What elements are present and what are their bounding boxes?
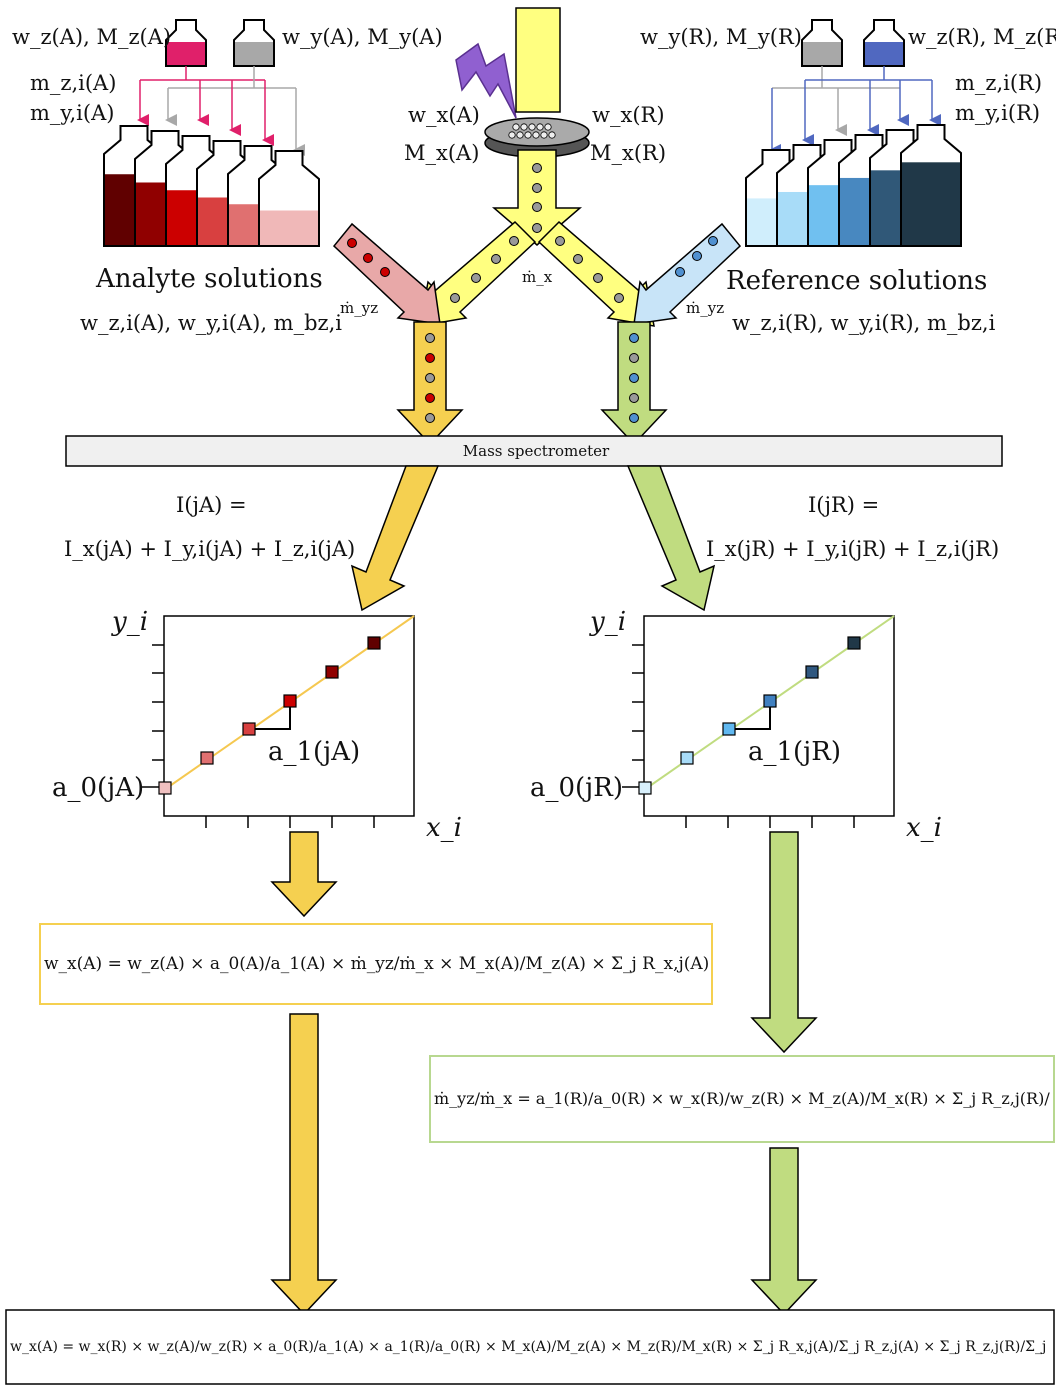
plot-R-y-label: y_i	[589, 607, 626, 637]
reference-solution-bottles	[745, 124, 962, 247]
reference-stock-bottle-z	[863, 19, 905, 67]
intensity-R-line1: I(jR) =	[808, 493, 879, 517]
mdot-yz-right-label: ṁ_yz	[686, 299, 724, 317]
analyte-solution-bottles	[103, 125, 320, 247]
arrow-plotA-to-eqA	[270, 831, 338, 918]
equation-R-box	[429, 1055, 1055, 1143]
analyte-mass-z-label: m_z,i(A)	[30, 71, 116, 95]
analyte-distribution-lines	[137, 66, 305, 156]
analyte-stock-bottle-y	[233, 19, 275, 67]
reference-solutions-vars: w_z,i(R), w_y,i(R), m_bz,i	[732, 311, 996, 335]
sample-stream-arrow	[491, 7, 583, 246]
reference-signal-arrow	[626, 465, 716, 612]
analyte-merged-arrow	[396, 321, 464, 446]
analyte-mass-y-label: m_y,i(A)	[30, 101, 114, 125]
plot-R-a1-label: a_1(jR)	[748, 737, 841, 767]
arrow-eqR-to-final	[750, 1147, 818, 1316]
final-equation: w_x(A) = w_x(R) × w_z(A)/w_z(R) × a_0(R)…	[10, 1339, 1050, 1355]
calibration-plot-A	[142, 615, 415, 828]
intensity-R-line2: I_x(jR) + I_y,i(jR) + I_z,i(jR)	[706, 537, 999, 561]
mass-spectrometer-label: Mass spectrometer	[463, 442, 610, 460]
intensity-A-line2: I_x(jA) + I_y,i(jA) + I_z,i(jA)	[64, 537, 355, 561]
sample-M-A: M_x(A)	[404, 141, 479, 165]
arrow-eqA-to-final	[270, 1013, 338, 1316]
reference-mass-y-label: m_y,i(R)	[955, 101, 1040, 125]
sample-target-icon	[484, 117, 590, 158]
lightning-icon	[455, 42, 517, 119]
analyte-solutions-title: Analyte solutions	[95, 264, 323, 294]
equation-R: ṁ_yz/ṁ_x = a_1(R)/a_0(R) × w_x(R)/w_z(R)…	[434, 1089, 1050, 1108]
analyte-signal-arrow	[350, 465, 440, 612]
equation-A: w_x(A) = w_z(A) × a_0(A)/a_1(A) × ṁ_yz/ṁ…	[44, 954, 708, 974]
analyte-stock-y-label: w_y(A), M_y(A)	[282, 25, 443, 49]
intensity-A-line1: I(jA) =	[176, 493, 247, 517]
reference-mass-z-label: m_z,i(R)	[955, 71, 1042, 95]
plot-R-x-label: x_i	[906, 813, 942, 843]
sample-M-R: M_x(R)	[590, 141, 666, 165]
reference-solutions-title: Reference solutions	[726, 266, 987, 296]
reference-stock-z-label: w_z(R), M_z(R)	[908, 25, 1056, 49]
equation-A-box	[39, 923, 713, 1005]
calibration-plot-R	[622, 615, 895, 828]
analyte-stream-arrow	[332, 222, 441, 325]
arrow-plotR-to-eqR	[750, 831, 818, 1054]
final-equation-box	[5, 1309, 1055, 1385]
mdot-x-label: ṁ_x	[522, 268, 553, 286]
equation-R-text: ṁ_yz/ṁ_x = a_1(R)/a_0(R) × w_x(R)/w_z(R)…	[434, 1089, 1050, 1108]
mass-spectrometer-box	[65, 435, 1003, 467]
plot-A-y-label: y_i	[111, 607, 148, 637]
analyte-bottle	[258, 150, 320, 247]
plot-R-a0-label: a_0(jR)	[530, 773, 623, 803]
plot-A-a1-label: a_1(jA)	[268, 737, 360, 767]
analyte-solutions-vars: w_z,i(A), w_y,i(A), m_bz,i	[80, 311, 342, 335]
reference-stock-y-label: w_y(R), M_y(R)	[640, 25, 802, 49]
reference-merged-arrow	[600, 321, 668, 446]
sample-w-A: w_x(A)	[408, 103, 480, 127]
analyte-stock-bottle-z	[165, 19, 207, 67]
reference-stream-arrow	[633, 222, 742, 325]
reference-stock-bottle-y	[801, 19, 843, 67]
plot-A-x-label: x_i	[426, 813, 462, 843]
reference-distribution-lines	[769, 66, 941, 156]
final-equation-text: w_x(A) = w_x(R) × w_z(A)/w_z(R) × a_0(R)…	[10, 1339, 1050, 1355]
analyte-stock-z-label: w_z(A), M_z(A)	[12, 25, 171, 49]
plot-A-a0-label: a_0(jA)	[52, 773, 144, 803]
mdot-yz-left-label: ṁ_yz	[340, 299, 378, 317]
equation-A-text: w_x(A) = w_z(A) × a_0(A)/a_1(A) × ṁ_yz/ṁ…	[44, 954, 708, 974]
sample-w-R: w_x(R)	[592, 103, 665, 127]
reference-bottle	[900, 124, 962, 247]
